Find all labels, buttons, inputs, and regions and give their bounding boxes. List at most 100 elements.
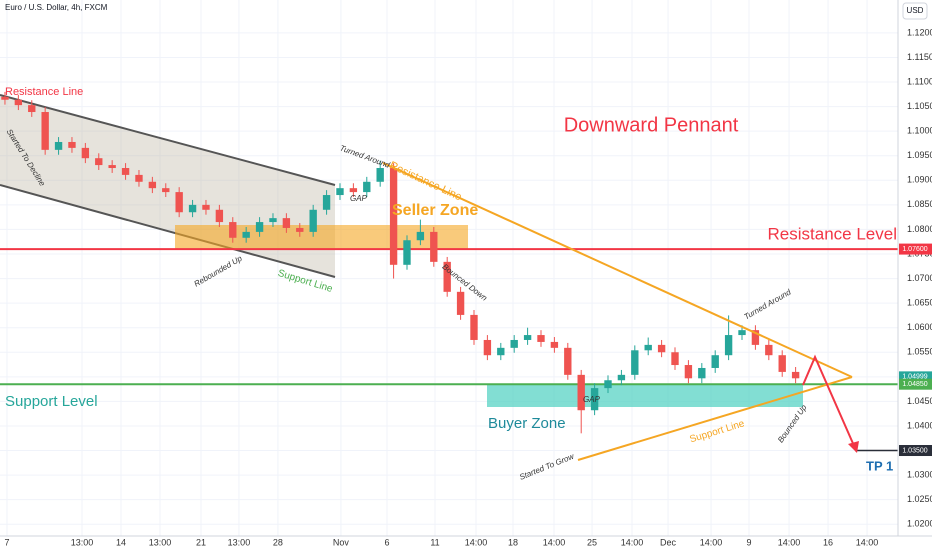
candle-body	[483, 339, 492, 356]
y-tick-label: 1.10500	[907, 101, 932, 111]
currency: USD	[907, 6, 924, 15]
y-tick-label: 1.04000	[907, 420, 932, 430]
price-tag	[899, 371, 932, 383]
candle-body	[336, 188, 344, 196]
candle-body	[135, 174, 143, 182]
candle-body	[28, 105, 36, 113]
candle-body	[162, 188, 170, 193]
price-tag	[899, 243, 932, 255]
x-tick-label: 6	[385, 537, 390, 547]
candle-body	[403, 240, 411, 265]
candle-body	[550, 341, 559, 348]
candle-body	[376, 168, 384, 182]
candle-body	[751, 330, 760, 345]
x-tick-label: 14:00	[778, 537, 801, 547]
candle-body	[510, 339, 518, 348]
price-tag-label: 1.03500	[902, 447, 927, 454]
arrow-head	[848, 441, 859, 453]
y-tick-label: 1.12000	[907, 27, 932, 37]
candle-body	[349, 188, 358, 193]
x-tick-label: 14:00	[856, 537, 879, 547]
candle-body	[108, 165, 116, 169]
annotation: Downward Pennant	[564, 114, 739, 136]
annotation: GAP	[583, 395, 601, 404]
price-tag-label: 1.07600	[902, 246, 927, 253]
candle-body	[175, 192, 183, 213]
candle-body	[456, 291, 465, 315]
x-tick-label: 13:00	[71, 537, 94, 547]
candles	[1, 91, 800, 434]
candle-body	[215, 209, 224, 223]
axes: 1.02000 1.02500 1.03000 1.03500 1.04000 1.045…	[4, 27, 932, 547]
x-tick-label: 21	[196, 537, 206, 547]
channel-top	[0, 94, 336, 186]
candle-body	[617, 374, 626, 381]
candle-body	[95, 158, 103, 166]
y-tick-label: 1.06500	[907, 298, 932, 308]
price-tag-label: 1.04850	[902, 381, 927, 388]
candle-body	[41, 112, 49, 150]
x-tick-label: 28	[273, 537, 283, 547]
x-tick-label: 14:00	[543, 537, 566, 547]
channel-bottom	[0, 184, 336, 278]
candle-body	[470, 314, 478, 340]
x-tick-label: Nov	[333, 537, 350, 547]
annotation: Buyer Zone	[488, 415, 566, 432]
x-tick-label: 13:00	[228, 537, 251, 547]
annotation: Resistance Level	[768, 224, 897, 243]
x-tick-label: 14:00	[700, 537, 723, 547]
y-tick-label: 1.11000	[907, 76, 932, 86]
annotation: Support Level	[5, 393, 98, 410]
candle-body	[148, 181, 157, 189]
price-tag-label: 1.04999	[902, 374, 927, 381]
y-tick-label: 1.09500	[907, 150, 932, 160]
candle-body	[671, 352, 679, 366]
annotation: GAP	[350, 194, 368, 203]
annotation: TP 1	[866, 458, 893, 473]
y-tick-label: 1.09000	[907, 175, 932, 185]
annotation: Resistance Line	[5, 86, 83, 98]
candle-body	[684, 365, 693, 379]
candle-body	[657, 344, 666, 353]
y-tick-label: 1.08500	[907, 199, 932, 209]
y-tick-label: 1.03000	[907, 469, 932, 479]
y-tick-label: 1.05500	[907, 347, 932, 357]
price-tag	[899, 445, 932, 457]
candle-body	[81, 147, 90, 159]
y-tick-label: 1.11500	[907, 52, 932, 62]
currency-box	[902, 2, 928, 20]
candle-body	[202, 204, 210, 210]
annotation: Seller Zone	[392, 202, 478, 219]
candle-body	[242, 231, 250, 238]
y-tick-label: 1.08000	[907, 224, 932, 234]
candle-body	[269, 218, 277, 223]
x-tick-label: 7	[4, 537, 9, 547]
candle-body	[282, 218, 291, 228]
candle-body	[14, 99, 23, 106]
candle-body	[229, 222, 237, 238]
candle-body	[778, 355, 786, 372]
x-tick-label: 14:00	[621, 537, 644, 547]
x-tick-label: Dec	[660, 537, 677, 547]
candle-body	[54, 141, 63, 150]
candle-body	[724, 335, 733, 356]
y-tick-label: 1.02000	[907, 519, 932, 529]
candle-body	[523, 335, 532, 340]
buyer-zone	[487, 385, 803, 407]
candle-body	[564, 347, 572, 375]
x-tick-label: 13:00	[149, 537, 172, 547]
x-tick-label: 14	[116, 537, 126, 547]
candle-body	[430, 231, 438, 262]
level-lines	[0, 248, 898, 452]
pennant-bottom	[577, 376, 853, 461]
candle-body	[711, 355, 719, 368]
y-tick-label: 1.10000	[907, 126, 932, 136]
candle-body	[537, 335, 545, 342]
candle-body	[121, 168, 130, 175]
candle-body	[309, 209, 317, 232]
candle-body	[1, 96, 9, 100]
candle-body	[738, 330, 746, 336]
y-tick-label: 1.06000	[907, 322, 932, 332]
x-tick-label: 16	[823, 537, 833, 547]
